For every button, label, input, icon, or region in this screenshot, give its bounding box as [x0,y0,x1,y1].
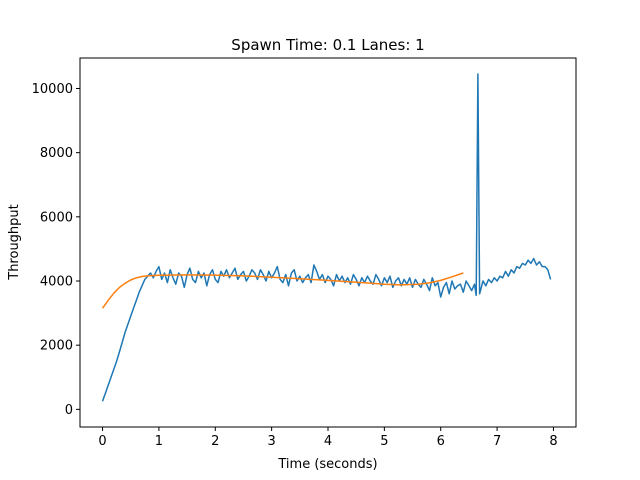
x-tick-label: 2 [211,434,219,449]
y-tick-label: 0 [65,403,73,418]
plot-area: 0 1 2 3 4 5 6 7 8 0 2000 4000 6000 8000 10000 [32,57,577,449]
y-tick-label: 6000 [40,210,73,225]
y-tick-label: 2000 [40,339,73,354]
y-tick-label: 8000 [40,146,73,161]
x-tick-label: 6 [437,434,445,449]
chart-title: Spawn Time: 0.1 Lanes: 1 [231,36,424,54]
x-tick-label: 7 [493,434,501,449]
y-axis-label: Throughput [7,204,22,281]
x-tick-label: 4 [324,434,332,449]
x-tick-label: 3 [267,434,275,449]
x-tick-label: 0 [98,434,106,449]
x-axis-label: Time (seconds) [277,457,377,472]
x-tick-label: 8 [549,434,557,449]
series-line-2 [101,272,464,309]
y-tick-label: 10000 [32,82,73,97]
x-tick-label: 5 [380,434,388,449]
x-tick-label: 1 [155,434,163,449]
y-tick-label: 4000 [40,275,73,290]
